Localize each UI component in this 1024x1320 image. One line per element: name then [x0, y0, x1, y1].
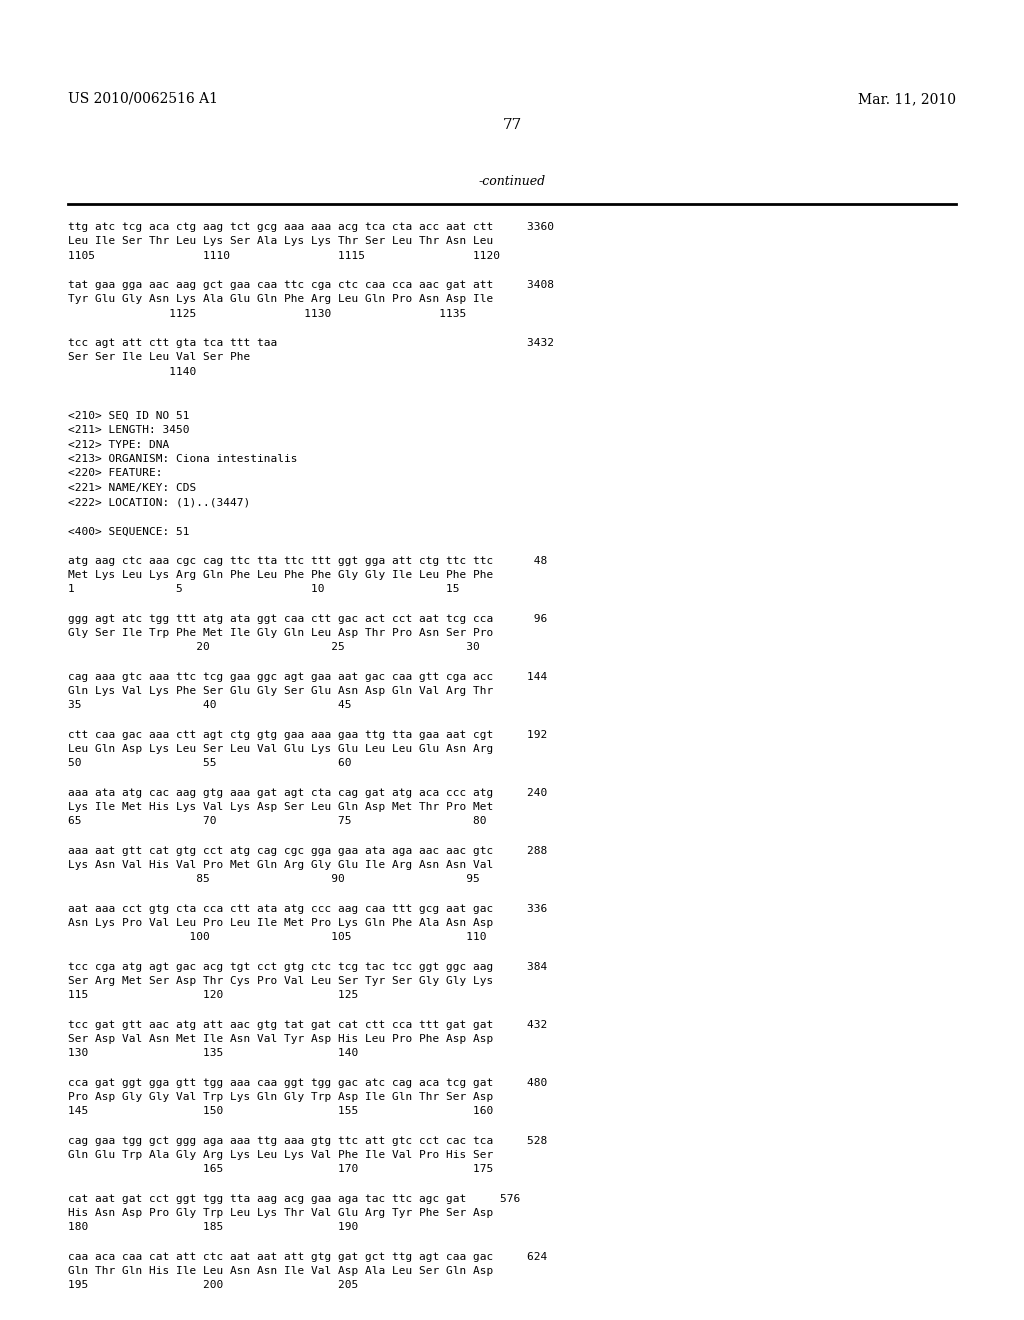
Text: 115                 120                 125: 115 120 125: [68, 990, 358, 1001]
Text: tcc agt att ctt gta tca ttt taa                                     3432: tcc agt att ctt gta tca ttt taa 3432: [68, 338, 554, 348]
Text: 77: 77: [503, 117, 521, 132]
Text: <213> ORGANISM: Ciona intestinalis: <213> ORGANISM: Ciona intestinalis: [68, 454, 298, 465]
Text: Gln Lys Val Lys Phe Ser Glu Gly Ser Glu Asn Asp Gln Val Arg Thr: Gln Lys Val Lys Phe Ser Glu Gly Ser Glu …: [68, 686, 494, 696]
Text: Gln Thr Gln His Ile Leu Asn Asn Ile Val Asp Ala Leu Ser Gln Asp: Gln Thr Gln His Ile Leu Asn Asn Ile Val …: [68, 1266, 494, 1276]
Text: Mar. 11, 2010: Mar. 11, 2010: [858, 92, 956, 106]
Text: <212> TYPE: DNA: <212> TYPE: DNA: [68, 440, 169, 450]
Text: ggg agt atc tgg ttt atg ata ggt caa ctt gac act cct aat tcg cca      96: ggg agt atc tgg ttt atg ata ggt caa ctt …: [68, 614, 547, 623]
Text: Gly Ser Ile Trp Phe Met Ile Gly Gln Leu Asp Thr Pro Asn Ser Pro: Gly Ser Ile Trp Phe Met Ile Gly Gln Leu …: [68, 628, 494, 638]
Text: 100                  105                 110: 100 105 110: [68, 932, 486, 942]
Text: Ser Ser Ile Leu Val Ser Phe: Ser Ser Ile Leu Val Ser Phe: [68, 352, 250, 363]
Text: -continued: -continued: [478, 176, 546, 187]
Text: Lys Asn Val His Val Pro Met Gln Arg Gly Glu Ile Arg Asn Asn Val: Lys Asn Val His Val Pro Met Gln Arg Gly …: [68, 861, 494, 870]
Text: <400> SEQUENCE: 51: <400> SEQUENCE: 51: [68, 527, 189, 536]
Text: cag aaa gtc aaa ttc tcg gaa ggc agt gaa aat gac caa gtt cga acc     144: cag aaa gtc aaa ttc tcg gaa ggc agt gaa …: [68, 672, 547, 681]
Text: aaa ata atg cac aag gtg aaa gat agt cta cag gat atg aca ccc atg     240: aaa ata atg cac aag gtg aaa gat agt cta …: [68, 788, 547, 797]
Text: 1105                1110                1115                1120: 1105 1110 1115 1120: [68, 251, 500, 261]
Text: 180                 185                 190: 180 185 190: [68, 1222, 358, 1233]
Text: <221> NAME/KEY: CDS: <221> NAME/KEY: CDS: [68, 483, 197, 492]
Text: Lys Ile Met His Lys Val Lys Asp Ser Leu Gln Asp Met Thr Pro Met: Lys Ile Met His Lys Val Lys Asp Ser Leu …: [68, 803, 494, 812]
Text: Gln Glu Trp Ala Gly Arg Lys Leu Lys Val Phe Ile Val Pro His Ser: Gln Glu Trp Ala Gly Arg Lys Leu Lys Val …: [68, 1150, 494, 1160]
Text: 20                  25                  30: 20 25 30: [68, 643, 480, 652]
Text: 165                 170                 175: 165 170 175: [68, 1164, 494, 1175]
Text: US 2010/0062516 A1: US 2010/0062516 A1: [68, 92, 218, 106]
Text: 195                 200                 205: 195 200 205: [68, 1280, 358, 1291]
Text: Leu Gln Asp Lys Leu Ser Leu Val Glu Lys Glu Leu Leu Glu Asn Arg: Leu Gln Asp Lys Leu Ser Leu Val Glu Lys …: [68, 744, 494, 754]
Text: 1               5                   10                  15: 1 5 10 15: [68, 585, 460, 594]
Text: <210> SEQ ID NO 51: <210> SEQ ID NO 51: [68, 411, 189, 421]
Text: 50                  55                  60: 50 55 60: [68, 759, 351, 768]
Text: 65                  70                  75                  80: 65 70 75 80: [68, 817, 486, 826]
Text: 145                 150                 155                 160: 145 150 155 160: [68, 1106, 494, 1117]
Text: <211> LENGTH: 3450: <211> LENGTH: 3450: [68, 425, 189, 436]
Text: Ser Arg Met Ser Asp Thr Cys Pro Val Leu Ser Tyr Ser Gly Gly Lys: Ser Arg Met Ser Asp Thr Cys Pro Val Leu …: [68, 975, 494, 986]
Text: Leu Ile Ser Thr Leu Lys Ser Ala Lys Lys Thr Ser Leu Thr Asn Leu: Leu Ile Ser Thr Leu Lys Ser Ala Lys Lys …: [68, 236, 494, 247]
Text: 130                 135                 140: 130 135 140: [68, 1048, 358, 1059]
Text: aaa aat gtt cat gtg cct atg cag cgc gga gaa ata aga aac aac gtc     288: aaa aat gtt cat gtg cct atg cag cgc gga …: [68, 846, 547, 855]
Text: aat aaa cct gtg cta cca ctt ata atg ccc aag caa ttt gcg aat gac     336: aat aaa cct gtg cta cca ctt ata atg ccc …: [68, 903, 547, 913]
Text: tcc gat gtt aac atg att aac gtg tat gat cat ctt cca ttt gat gat     432: tcc gat gtt aac atg att aac gtg tat gat …: [68, 1019, 547, 1030]
Text: Asn Lys Pro Val Leu Pro Leu Ile Met Pro Lys Gln Phe Ala Asn Asp: Asn Lys Pro Val Leu Pro Leu Ile Met Pro …: [68, 917, 494, 928]
Text: tat gaa gga aac aag gct gaa caa ttc cga ctc caa cca aac gat att     3408: tat gaa gga aac aag gct gaa caa ttc cga …: [68, 280, 554, 290]
Text: Met Lys Leu Lys Arg Gln Phe Leu Phe Phe Gly Gly Ile Leu Phe Phe: Met Lys Leu Lys Arg Gln Phe Leu Phe Phe …: [68, 570, 494, 579]
Text: <222> LOCATION: (1)..(3447): <222> LOCATION: (1)..(3447): [68, 498, 250, 507]
Text: cag gaa tgg gct ggg aga aaa ttg aaa gtg ttc att gtc cct cac tca     528: cag gaa tgg gct ggg aga aaa ttg aaa gtg …: [68, 1135, 547, 1146]
Text: <220> FEATURE:: <220> FEATURE:: [68, 469, 163, 479]
Text: Ser Asp Val Asn Met Ile Asn Val Tyr Asp His Leu Pro Phe Asp Asp: Ser Asp Val Asn Met Ile Asn Val Tyr Asp …: [68, 1034, 494, 1044]
Text: ttg atc tcg aca ctg aag tct gcg aaa aaa acg tca cta acc aat ctt     3360: ttg atc tcg aca ctg aag tct gcg aaa aaa …: [68, 222, 554, 232]
Text: His Asn Asp Pro Gly Trp Leu Lys Thr Val Glu Arg Tyr Phe Ser Asp: His Asn Asp Pro Gly Trp Leu Lys Thr Val …: [68, 1208, 494, 1218]
Text: 1125                1130                1135: 1125 1130 1135: [68, 309, 466, 319]
Text: cca gat ggt gga gtt tgg aaa caa ggt tgg gac atc cag aca tcg gat     480: cca gat ggt gga gtt tgg aaa caa ggt tgg …: [68, 1077, 547, 1088]
Text: Pro Asp Gly Gly Val Trp Lys Gln Gly Trp Asp Ile Gln Thr Ser Asp: Pro Asp Gly Gly Val Trp Lys Gln Gly Trp …: [68, 1092, 494, 1102]
Text: caa aca caa cat att ctc aat aat att gtg gat gct ttg agt caa gac     624: caa aca caa cat att ctc aat aat att gtg …: [68, 1251, 547, 1262]
Text: tcc cga atg agt gac acg tgt cct gtg ctc tcg tac tcc ggt ggc aag     384: tcc cga atg agt gac acg tgt cct gtg ctc …: [68, 961, 547, 972]
Text: Tyr Glu Gly Asn Lys Ala Glu Gln Phe Arg Leu Gln Pro Asn Asp Ile: Tyr Glu Gly Asn Lys Ala Glu Gln Phe Arg …: [68, 294, 494, 305]
Text: atg aag ctc aaa cgc cag ttc tta ttc ttt ggt gga att ctg ttc ttc      48: atg aag ctc aaa cgc cag ttc tta ttc ttt …: [68, 556, 547, 565]
Text: 1140: 1140: [68, 367, 197, 378]
Text: 85                  90                  95: 85 90 95: [68, 874, 480, 884]
Text: 35                  40                  45: 35 40 45: [68, 701, 351, 710]
Text: ctt caa gac aaa ctt agt ctg gtg gaa aaa gaa ttg tta gaa aat cgt     192: ctt caa gac aaa ctt agt ctg gtg gaa aaa …: [68, 730, 547, 739]
Text: cat aat gat cct ggt tgg tta aag acg gaa aga tac ttc agc gat     576: cat aat gat cct ggt tgg tta aag acg gaa …: [68, 1193, 520, 1204]
